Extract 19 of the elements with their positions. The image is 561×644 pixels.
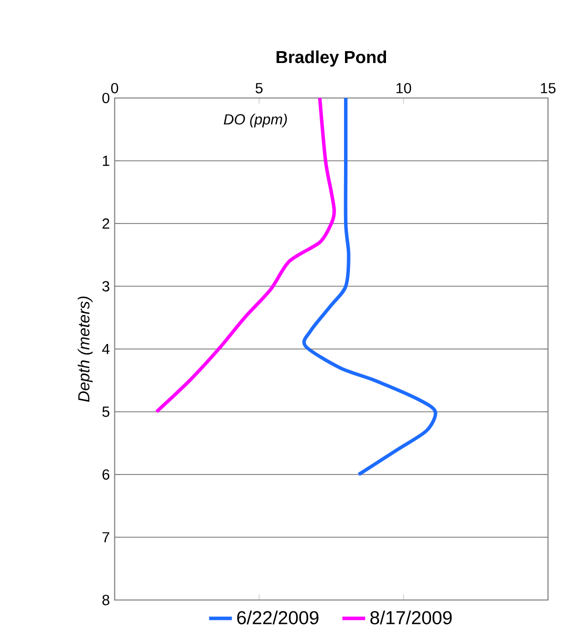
y-tick-label: 1 [102,156,110,166]
y-tick-label: 7 [102,532,110,542]
y-tick-label: 5 [102,406,110,417]
y-tick-label: 8 [102,594,110,606]
y-tick-label: 2 [102,218,110,229]
y-axis-title: Depth (meters) [78,296,93,402]
y-tick-label: 0 [102,92,110,104]
y-tick-label: 6 [102,469,110,480]
annotation: DO (ppm) [224,114,287,128]
x-tick-label: 10 [396,82,412,94]
x-tick-label: 5 [256,83,263,94]
x-tick-label: 15 [540,83,556,94]
legend-label: 8/17/2009 [370,610,452,624]
line-series [154,98,336,414]
legend-label: 6/22/2009 [237,610,318,624]
y-tick-label: 3 [102,281,110,292]
x-tick-label: 0 [111,82,118,94]
y-tick-label: 4 [102,344,110,354]
chart-title: Bradley Pond [276,50,386,67]
